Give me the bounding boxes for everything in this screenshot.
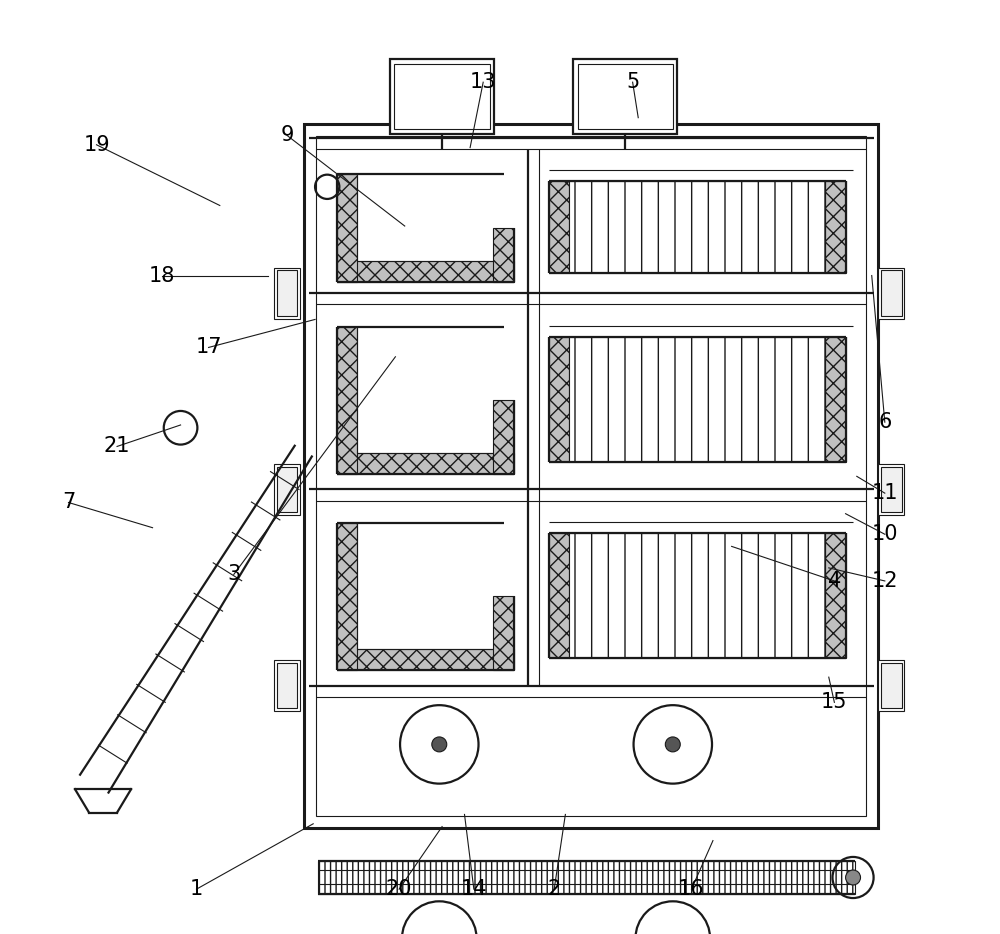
Bar (878, 267, 904, 319)
Bar (337, 327, 357, 474)
Text: 13: 13 (470, 72, 496, 92)
Bar (578, 64, 673, 129)
Bar (304, 124, 878, 828)
Bar (274, 659, 300, 712)
Bar (825, 533, 846, 658)
Text: 1: 1 (190, 879, 203, 899)
Text: 4: 4 (828, 571, 841, 591)
Text: 12: 12 (872, 571, 898, 591)
Bar (493, 400, 514, 474)
Bar (277, 663, 297, 708)
Bar (337, 523, 357, 670)
Bar (881, 270, 902, 316)
Bar (274, 267, 300, 319)
Bar (573, 59, 677, 134)
Bar (337, 453, 514, 474)
Bar (390, 59, 494, 134)
Bar (316, 136, 866, 816)
Bar (394, 64, 490, 129)
Text: 7: 7 (62, 492, 75, 513)
Bar (881, 466, 902, 512)
Bar (569, 337, 825, 462)
Bar (878, 464, 904, 516)
Bar (549, 533, 569, 658)
Text: 17: 17 (195, 337, 222, 358)
Text: 21: 21 (104, 436, 130, 457)
Text: 11: 11 (872, 483, 898, 503)
Text: 3: 3 (227, 564, 240, 585)
Text: 6: 6 (878, 412, 891, 432)
Text: 14: 14 (461, 879, 487, 899)
Bar (274, 464, 300, 516)
Text: 2: 2 (548, 879, 561, 899)
Text: 20: 20 (386, 879, 412, 899)
Bar (318, 861, 855, 894)
Text: 19: 19 (83, 134, 110, 155)
Bar (569, 533, 825, 658)
Bar (549, 181, 569, 273)
Bar (337, 649, 514, 670)
Bar (337, 174, 357, 282)
Bar (881, 663, 902, 708)
Bar (277, 466, 297, 512)
Bar (825, 337, 846, 462)
Text: 15: 15 (821, 692, 848, 713)
Text: 10: 10 (872, 524, 898, 545)
Text: 9: 9 (280, 125, 294, 146)
Bar (878, 659, 904, 712)
Text: 16: 16 (678, 879, 705, 899)
Circle shape (846, 870, 861, 885)
Circle shape (665, 737, 680, 752)
Bar (825, 181, 846, 273)
Circle shape (432, 737, 447, 752)
Bar (569, 181, 825, 273)
Text: 18: 18 (149, 265, 175, 286)
Bar (493, 596, 514, 670)
Bar (337, 262, 514, 282)
Text: 5: 5 (626, 72, 639, 92)
Bar (493, 228, 514, 282)
Bar (277, 270, 297, 316)
Bar (549, 337, 569, 462)
